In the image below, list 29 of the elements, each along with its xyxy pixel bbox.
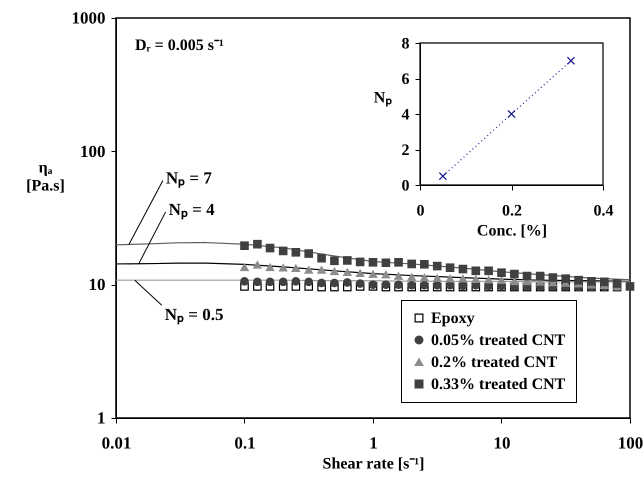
y-axis-title: Nₚ (374, 90, 392, 108)
y-tick-label: 2 (402, 142, 410, 159)
legend-label: Epoxy (431, 310, 475, 327)
annotation: Nₚ = 4 (168, 200, 216, 220)
y-tick-label: 100 (80, 142, 106, 161)
legend-label: 0.05% treated CNT (431, 332, 566, 349)
x-tick-label: 0.01 (102, 434, 132, 452)
x-tick-label: 0.2 (502, 202, 522, 220)
x-tick-label: 0.1 (234, 434, 256, 452)
y-tick-label: 0 (402, 178, 410, 194)
annotation: Nₚ = 7 (166, 168, 212, 189)
y-tick-label: 1 (97, 408, 106, 428)
x-tick-label: 1 (369, 434, 378, 452)
x-tick-label: 10 (494, 434, 510, 452)
annotation: Dᵣ = 0.005 s⁻¹ (135, 37, 224, 54)
x-axis-title: Conc. [%] (476, 222, 548, 240)
x-tick-label: 100 (618, 434, 644, 452)
legend-label: 0.33% treated CNT (431, 376, 566, 393)
y-tick-label: 10 (88, 275, 106, 294)
y-tick-label: 6 (402, 71, 410, 88)
y-axis-title: ηₐ [Pa.s] (26, 160, 65, 194)
x-tick-label: 0.4 (594, 202, 614, 220)
y-tick-label: 1000 (72, 8, 106, 28)
annotation: Nₚ = 0.5 (164, 305, 224, 326)
x-tick-label: 0 (416, 202, 424, 220)
legend-label: 0.2% treated CNT (431, 354, 558, 371)
y-tick-label: 8 (402, 36, 410, 52)
x-axis-title: Shear rate [s⁻¹] (322, 456, 424, 472)
y-tick-label: 4 (402, 106, 410, 124)
